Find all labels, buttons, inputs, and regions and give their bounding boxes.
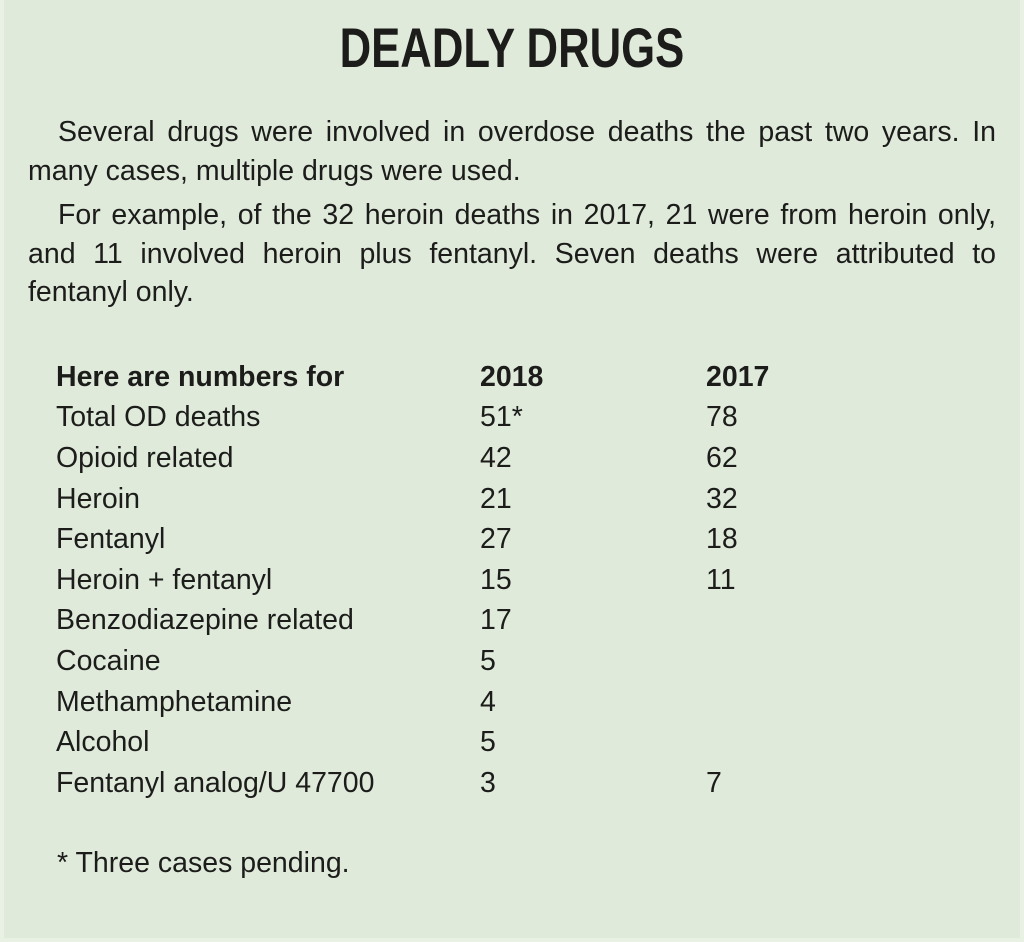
table-header-row: Here are numbers for 2018 2017 (56, 357, 826, 398)
value-2017: 11 (706, 563, 736, 596)
value-2017 (706, 682, 826, 723)
row-label: Heroin (56, 482, 140, 515)
infobox-background (4, 0, 1020, 938)
table-row: Heroin 21 32 (56, 479, 826, 520)
value-2018: 42 (480, 441, 512, 474)
intro-paragraph: Several drugs were involved in overdose … (28, 116, 996, 187)
value-2018: 17 (480, 604, 512, 637)
table-row: Total OD deaths 51* 78 (56, 398, 826, 439)
value-2018: 21 (480, 482, 512, 515)
row-label: Methamphetamine (56, 685, 293, 718)
page-title: DEADLY DRUGS (0, 18, 1024, 78)
value-2017: 78 (706, 401, 738, 434)
table-row: Fentanyl analog/U 47700 3 7 (56, 763, 826, 804)
value-2018: 4 (480, 685, 496, 718)
value-2017: 62 (706, 441, 738, 474)
row-label: Fentanyl analog/U 47700 (56, 766, 375, 799)
row-label: Benzodiazepine related (56, 604, 354, 637)
overdose-table: Here are numbers for 2018 2017 Total OD … (56, 357, 826, 804)
table-row: Fentanyl 27 18 (56, 519, 826, 560)
table-row: Heroin + fentanyl 15 11 (56, 560, 826, 601)
value-2017: 18 (706, 523, 738, 556)
row-label: Opioid related (56, 441, 234, 474)
intro-paragraph: For example, of the 32 heroin deaths in … (28, 199, 996, 308)
value-2018: 27 (480, 523, 512, 556)
value-2018: 5 (480, 644, 496, 677)
header-2018: 2018 (480, 360, 544, 393)
row-label: Fentanyl (56, 523, 166, 556)
value-2017 (706, 641, 826, 682)
value-2017: 7 (706, 766, 722, 799)
table-row: Alcohol 5 (56, 722, 826, 763)
row-label: Heroin + fentanyl (56, 563, 273, 596)
row-label: Cocaine (56, 644, 161, 677)
value-2017: 32 (706, 482, 738, 515)
table-row: Opioid related 42 62 (56, 438, 826, 479)
value-2018: 51* (480, 401, 523, 434)
row-label: Alcohol (56, 726, 150, 759)
table-row: Benzodiazepine related 17 (56, 601, 826, 642)
table-row: Cocaine 5 (56, 641, 826, 682)
title-text: DEADLY DRUGS (339, 16, 685, 79)
row-label: Total OD deaths (56, 401, 261, 434)
value-2017 (706, 601, 826, 642)
footnote: * Three cases pending. (57, 847, 350, 879)
header-2017: 2017 (706, 360, 770, 393)
header-category: Here are numbers for (56, 360, 345, 393)
value-2018: 5 (480, 726, 496, 759)
intro-text: Several drugs were involved in overdose … (28, 113, 996, 312)
table-row: Methamphetamine 4 (56, 682, 826, 723)
value-2018: 3 (480, 766, 496, 799)
value-2017 (706, 722, 826, 763)
value-2018: 15 (480, 563, 512, 596)
